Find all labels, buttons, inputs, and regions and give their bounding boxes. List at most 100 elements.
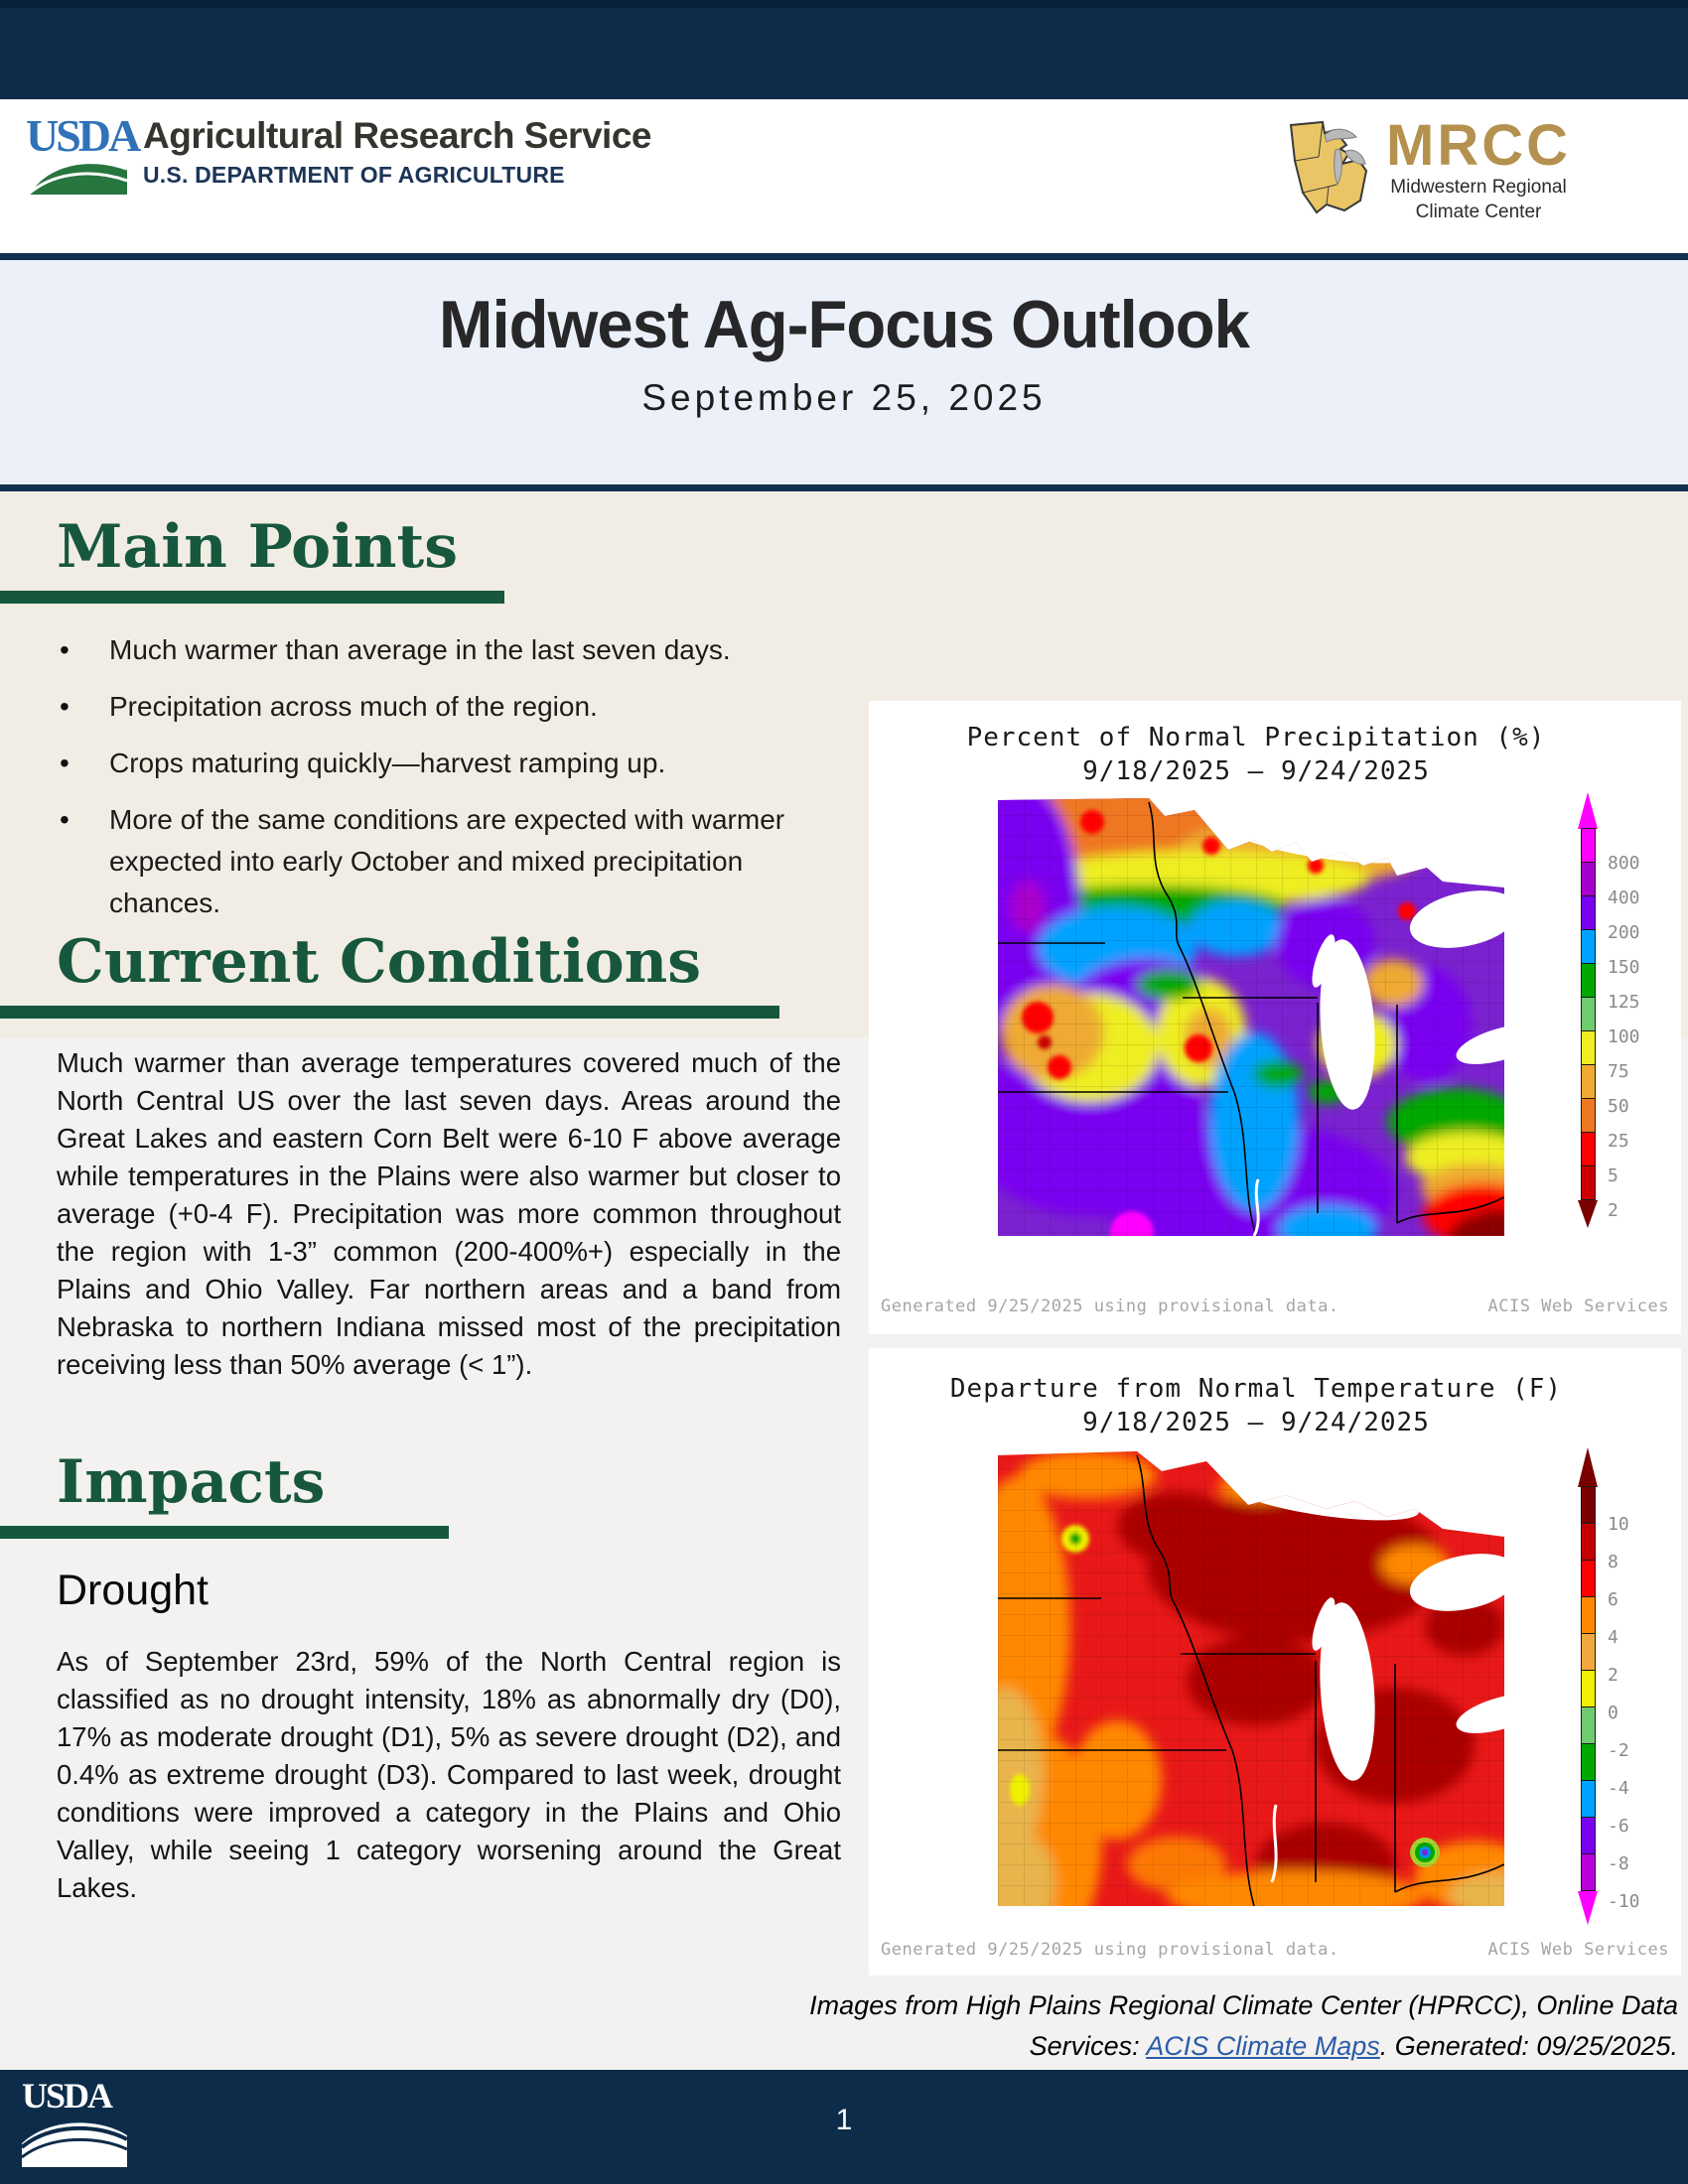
- drought-subheading: Drought: [57, 1567, 209, 1614]
- legend-tick-label: 75: [1608, 1061, 1629, 1082]
- precip-map-note: Generated 9/25/2025 using provisional da…: [881, 1297, 1669, 1316]
- precip-generated-note: Generated 9/25/2025 using provisional da…: [881, 1297, 1339, 1316]
- drought-paragraph: As of September 23rd, 59% of the North C…: [57, 1646, 841, 1903]
- footer-bar: USDA 1: [0, 2070, 1688, 2184]
- bullet-item: Crops maturing quickly—harvest ramping u…: [60, 743, 794, 784]
- legend-segment: [1581, 1706, 1596, 1744]
- legend-segment: [1581, 1560, 1596, 1597]
- legend-segment: [1581, 997, 1596, 1031]
- precip-map-image: [998, 798, 1504, 1236]
- legend-tick-label: 6: [1608, 1589, 1618, 1610]
- temp-map-title: Departure from Normal Temperature (F): [949, 1374, 1563, 1404]
- current-conditions-heading: Current Conditions: [57, 927, 702, 997]
- precip-color-scale: 800 400 200 150 125 100 75 50 25 5 2: [1578, 792, 1670, 1228]
- precip-map-panel: Percent of Normal Precipitation (%) 9/18…: [869, 701, 1681, 1334]
- legend-bottom-arrow: [1578, 1200, 1598, 1228]
- usda-swoosh-icon: [26, 160, 128, 197]
- legend-segment: [1581, 1132, 1596, 1166]
- issue-date: September 25, 2025: [641, 377, 1047, 418]
- legend-tick-label: 8: [1608, 1552, 1618, 1572]
- legend-segment: [1581, 1633, 1596, 1671]
- temp-source: ACIS Web Services: [1487, 1940, 1669, 1960]
- temp-map-note: Generated 9/25/2025 using provisional da…: [881, 1940, 1669, 1960]
- legend-tick-label: 2: [1608, 1200, 1618, 1221]
- legend-segment: [1581, 1853, 1596, 1891]
- footer-usda-logo: USDA: [20, 2076, 131, 2174]
- legend-tick-label: 10: [1608, 1514, 1629, 1535]
- legend-tick-label: 50: [1608, 1096, 1629, 1117]
- legend-tick-label: -4: [1608, 1778, 1629, 1799]
- legend-segment: [1581, 828, 1596, 863]
- legend-segment: [1581, 1817, 1596, 1854]
- mrcc-map-icon: [1289, 120, 1368, 214]
- mrcc-name-line2: Climate Center: [1415, 201, 1542, 222]
- mrcc-name-line1: Midwestern Regional: [1390, 177, 1567, 198]
- department-name: U.S. DEPARTMENT OF AGRICULTURE: [143, 161, 565, 188]
- main-points-list: Much warmer than average in the last sev…: [0, 629, 794, 924]
- legend-segment: [1581, 1486, 1596, 1524]
- mrcc-acronym: MRCC: [1386, 113, 1571, 178]
- impacts-heading: Impacts: [57, 1447, 326, 1517]
- legend-segment: [1581, 929, 1596, 964]
- precip-source: ACIS Web Services: [1487, 1297, 1669, 1316]
- legend-tick-label: -2: [1608, 1740, 1629, 1761]
- temp-color-scale: 10 8 6 4 2 0 -2 -4 -6 -8 -10: [1578, 1447, 1670, 1925]
- legend-segment: [1581, 1030, 1596, 1065]
- legend-tick-label: 5: [1608, 1165, 1618, 1186]
- header: USDA Agricultural Research Service U.S. …: [0, 99, 1688, 253]
- section-impacts: Impacts Drought As of September 23rd, 59…: [0, 1451, 854, 1907]
- legend-tick-label: -6: [1608, 1816, 1629, 1837]
- agency-name: Agricultural Research Service: [143, 115, 651, 156]
- legend-tick-label: -10: [1608, 1891, 1640, 1912]
- temp-map-image: [998, 1451, 1504, 1906]
- impacts-rule: [0, 1526, 449, 1539]
- caption-prefix: Images from High Plains Regional Climate…: [809, 1990, 1678, 2061]
- current-conditions-paragraph: Much warmer than average temperatures co…: [57, 1047, 841, 1380]
- legend-segment: [1581, 1780, 1596, 1818]
- section-current-conditions: Current Conditions Much warmer than aver…: [0, 931, 854, 1384]
- legend-tick-label: 2: [1608, 1665, 1618, 1686]
- legend-segment: [1581, 1064, 1596, 1099]
- legend-tick-label: 0: [1608, 1703, 1618, 1723]
- legend-segment: [1581, 862, 1596, 896]
- temp-generated-note: Generated 9/25/2025 using provisional da…: [881, 1940, 1339, 1960]
- legend-tick-label: 400: [1608, 887, 1640, 908]
- temp-map-panel: Departure from Normal Temperature (F) 9/…: [869, 1348, 1681, 1976]
- precip-map-daterange: 9/18/2025 – 9/24/2025: [1082, 756, 1430, 786]
- legend-segment: [1581, 963, 1596, 998]
- legend-tick-label: 4: [1608, 1627, 1618, 1648]
- caption-suffix: . Generated: 09/25/2025.: [1379, 2030, 1678, 2061]
- footer-usda-text: USDA: [22, 2076, 113, 2116]
- legend-segment: [1581, 1165, 1596, 1200]
- section-main-points: Main Points Much warmer than average in …: [0, 516, 854, 939]
- bullet-item: More of the same conditions are expected…: [60, 799, 794, 924]
- top-bar: [0, 0, 1688, 99]
- bullet-item: Precipitation across much of the region.: [60, 686, 794, 728]
- usda-logo-text: USDA: [26, 110, 141, 161]
- page-title: Midwest Ag-Focus Outlook: [439, 287, 1250, 362]
- mrcc-text-block: MRCC Midwestern Regional Climate Center: [1386, 117, 1571, 224]
- legend-segment: [1581, 1098, 1596, 1133]
- ars-text-block: Agricultural Research Service U.S. DEPAR…: [143, 113, 651, 189]
- usda-logo: USDA: [26, 110, 141, 197]
- legend-top-arrow: [1578, 792, 1598, 829]
- legend-bottom-arrow: [1578, 1891, 1598, 1925]
- legend-tick-label: 125: [1608, 992, 1640, 1013]
- legend-segment: [1581, 895, 1596, 930]
- legend-segment: [1581, 1596, 1596, 1634]
- page-number: 1: [835, 2104, 853, 2136]
- legend-segment: [1581, 1670, 1596, 1707]
- acis-climate-maps-link[interactable]: ACIS Climate Maps: [1146, 2030, 1380, 2061]
- precip-map-title: Percent of Normal Precipitation (%): [966, 723, 1546, 752]
- legend-tick-label: 200: [1608, 922, 1640, 943]
- legend-tick-label: -8: [1608, 1853, 1629, 1874]
- legend-segment: [1581, 1523, 1596, 1561]
- main-points-rule: [0, 591, 504, 604]
- current-conditions-rule: [0, 1006, 779, 1019]
- footer-usda-swoosh-icon: [20, 2122, 128, 2167]
- legend-segment: [1581, 1743, 1596, 1781]
- mrcc-logo: MRCC Midwestern Regional Climate Center: [1285, 117, 1571, 224]
- legend-top-arrow: [1578, 1447, 1598, 1487]
- title-banner: Midwest Ag-Focus Outlook September 25, 2…: [0, 253, 1688, 491]
